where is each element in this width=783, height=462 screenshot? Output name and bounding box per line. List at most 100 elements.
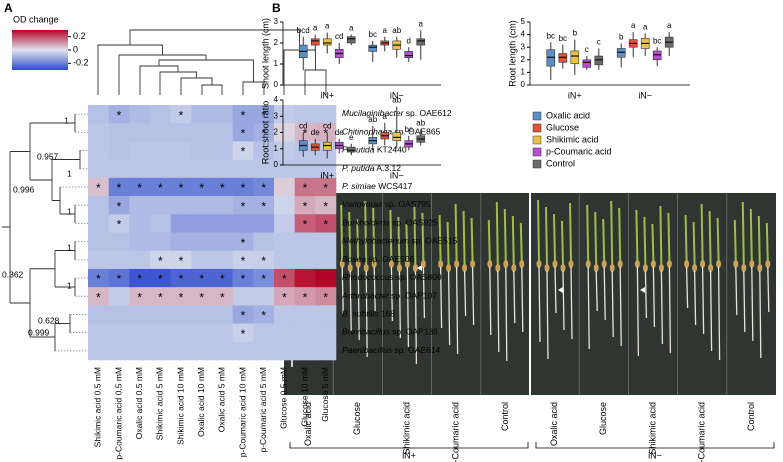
seed (552, 260, 558, 268)
shoot (765, 222, 769, 263)
shoot (618, 207, 622, 263)
shoot (667, 212, 671, 263)
heatmap-cell (232, 232, 254, 252)
heatmap-cell (212, 141, 233, 160)
significance-letter: a (383, 26, 388, 35)
heatmap-cell (88, 232, 109, 252)
significance-letter: ab (416, 118, 425, 127)
significance-star: * (261, 272, 266, 286)
heatmap-cell (170, 341, 192, 361)
heatmap-cell (253, 141, 275, 160)
heatmap-cell (232, 214, 254, 233)
row-label-genus: Mucilaginibacter (342, 108, 405, 118)
heatmap-cell (150, 232, 171, 252)
heatmap-cell (170, 105, 192, 124)
heatmap-cell (232, 268, 254, 288)
treatment-label: Oxalic acid (549, 402, 559, 446)
legend-label: Glucose (546, 122, 579, 132)
root (693, 270, 697, 326)
row-label-genus: Burkholderia (342, 218, 390, 228)
heatmap-cell (274, 214, 295, 233)
heatmap-cell (150, 250, 171, 270)
row-label: Arthrobacter sp. OAP107 (341, 291, 437, 301)
legend-swatch (532, 111, 542, 121)
heatmap-cell (108, 287, 130, 306)
shoot (405, 223, 409, 263)
seed (658, 264, 664, 272)
row-label-strain: sp. OAS795 (382, 199, 430, 209)
heatmap-cell (212, 123, 233, 142)
seed (708, 264, 714, 272)
significance-star: * (179, 290, 184, 304)
heatmap-cell (191, 159, 213, 179)
shoot (733, 219, 737, 263)
panel-label: A (4, 1, 13, 15)
row-label: Bosea sp. OAE506 (342, 254, 415, 264)
heatmap-cell (253, 159, 275, 179)
heatmap-cell (232, 105, 254, 124)
heatmap-cell (274, 305, 295, 324)
heatmap-cell (88, 250, 109, 270)
heatmap-cell (274, 177, 295, 197)
y-axis-label: Shoot length (cm) (260, 18, 270, 89)
root (619, 266, 622, 347)
heatmap-cell (294, 341, 316, 361)
significance-letter: de (335, 128, 344, 137)
row-label-strain: sp. OAP107 (389, 291, 437, 301)
bootstrap-support: 1 (67, 168, 72, 178)
heatmap-cell (129, 232, 151, 252)
root (759, 270, 762, 359)
heatmap-cell (88, 105, 109, 124)
seed (363, 264, 369, 272)
legend-label: p-Coumaric acid (546, 146, 612, 156)
column-label: Oxalic acid 0.5 mM (134, 367, 144, 439)
significance-letter: bc (405, 125, 413, 134)
significance-star: * (303, 218, 308, 232)
legend-swatch (532, 147, 542, 157)
heatmap-cell (253, 341, 275, 361)
shoot (545, 206, 548, 267)
arrowhead (640, 287, 645, 293)
row-label-strain: sp. OAE506 (366, 254, 414, 264)
seed (412, 264, 418, 272)
heatmap-cell (191, 250, 213, 270)
box (392, 132, 402, 141)
colorbar-tick-label: -0.2 (73, 58, 89, 68)
heatmap-cell (315, 232, 337, 252)
shoot (421, 212, 425, 263)
heatmap-cell (129, 250, 151, 270)
heatmap-cell (232, 323, 254, 343)
column-label: Shikimic acid 0.5 mM (93, 367, 103, 447)
root (390, 266, 394, 322)
seed (462, 264, 468, 272)
heatmap-cell (232, 287, 254, 306)
seed (511, 264, 517, 272)
bootstrap-support: 1 (67, 242, 72, 252)
significance-star: * (241, 254, 246, 268)
root (611, 270, 614, 338)
box (594, 55, 604, 66)
heatmap-cell (129, 341, 151, 361)
group-label: iN− (648, 450, 662, 460)
seed (388, 260, 394, 268)
root (570, 266, 573, 340)
seed (454, 260, 460, 268)
row-label-strain: sp. OAE865 (392, 127, 440, 137)
significance-star: * (261, 108, 266, 122)
seed (503, 260, 509, 268)
significance-star: * (241, 126, 246, 140)
root (546, 270, 549, 360)
heatmap-cell (274, 196, 295, 215)
significance-letter: a (643, 22, 648, 31)
seed (765, 260, 771, 268)
heatmap-cell (294, 196, 316, 215)
shoot (569, 202, 572, 263)
treatment-label: Shikimic acid (647, 402, 657, 455)
significance-star: * (241, 236, 246, 250)
heatmap-cell (274, 250, 295, 270)
bootstrap-support: 0.957 (37, 151, 59, 161)
y-tick-label: 1 (274, 144, 279, 153)
heatmap-cell (150, 141, 171, 160)
heatmap-cell (129, 141, 151, 160)
